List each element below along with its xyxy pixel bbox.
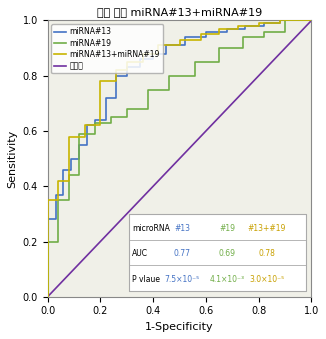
Text: 3.0×10⁻⁵: 3.0×10⁻⁵ — [249, 275, 284, 284]
Title: 통증 여성 miRNA#13+miRNA#19: 통증 여성 miRNA#13+miRNA#19 — [97, 7, 262, 17]
Text: microRNA: microRNA — [132, 224, 170, 233]
Text: 0.78: 0.78 — [258, 250, 275, 258]
Y-axis label: Sensitivity: Sensitivity — [7, 129, 17, 188]
Point — [127, 238, 131, 242]
Text: 0.77: 0.77 — [174, 250, 191, 258]
Legend: miRNA#13, miRNA#19, miRNA#13+miRNA#19, 참조선: miRNA#13, miRNA#19, miRNA#13+miRNA#19, 참… — [52, 24, 163, 73]
Point — [304, 212, 308, 216]
Text: 0.69: 0.69 — [218, 250, 235, 258]
Point — [127, 263, 131, 267]
Text: P vlaue: P vlaue — [132, 275, 160, 284]
Point — [127, 289, 131, 293]
Bar — [129, 214, 306, 291]
Text: 7.5×10⁻⁵: 7.5×10⁻⁵ — [165, 275, 200, 284]
Point — [304, 289, 308, 293]
Text: #13: #13 — [174, 224, 190, 233]
Text: AUC: AUC — [132, 250, 148, 258]
Point — [304, 238, 308, 242]
Point — [304, 263, 308, 267]
Point — [127, 212, 131, 216]
Text: 4.1×10⁻³: 4.1×10⁻³ — [209, 275, 244, 284]
X-axis label: 1-Specificity: 1-Specificity — [145, 322, 214, 332]
Text: #13+#19: #13+#19 — [247, 224, 286, 233]
Text: #19: #19 — [219, 224, 235, 233]
